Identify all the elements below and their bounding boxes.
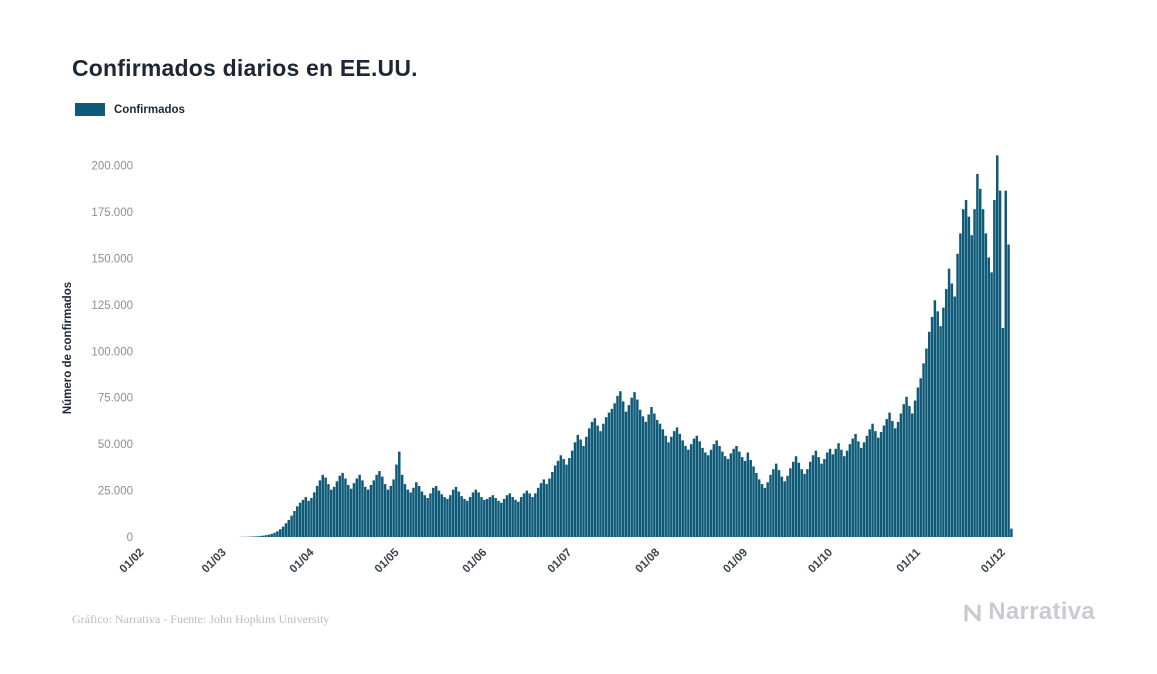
legend-label: Confirmados [114,103,185,116]
svg-text:175.000: 175.000 [91,207,133,219]
brand-name: Narrativa [988,598,1095,625]
svg-text:01/02: 01/02 [118,547,147,576]
svg-text:01/03: 01/03 [200,547,229,576]
svg-text:01/09: 01/09 [721,547,750,576]
svg-text:200.000: 200.000 [91,161,133,173]
svg-text:01/08: 01/08 [633,546,662,575]
page-title: Confirmados diarios en EE.UU. [72,55,418,82]
svg-text:01/06: 01/06 [461,547,490,576]
svg-text:01/04: 01/04 [288,546,317,575]
svg-text:25.000: 25.000 [98,486,133,498]
svg-text:01/05: 01/05 [373,546,402,575]
brand-logo: Narrativa [960,598,1095,626]
svg-text:01/07: 01/07 [546,547,575,576]
svg-text:01/12: 01/12 [979,547,1008,576]
legend-swatch [75,103,105,116]
chart-credit: Gráfico: Narrativa - Fuente: John Hopkin… [72,612,330,626]
chart-svg: 0 25.000 50.000 75.000 100.000 125.000 150.000… [91,155,1013,576]
svg-text:150.000: 150.000 [91,253,133,265]
svg-text:0: 0 [127,532,133,544]
legend: Confirmados [75,103,185,116]
narrativa-logo-icon [964,604,981,622]
svg-text:75.000: 75.000 [98,393,133,405]
svg-text:100.000: 100.000 [91,346,133,358]
svg-text:125.000: 125.000 [91,300,133,312]
svg-text:50.000: 50.000 [98,439,133,451]
svg-text:01/10: 01/10 [806,547,835,576]
svg-text:01/11: 01/11 [895,546,924,575]
